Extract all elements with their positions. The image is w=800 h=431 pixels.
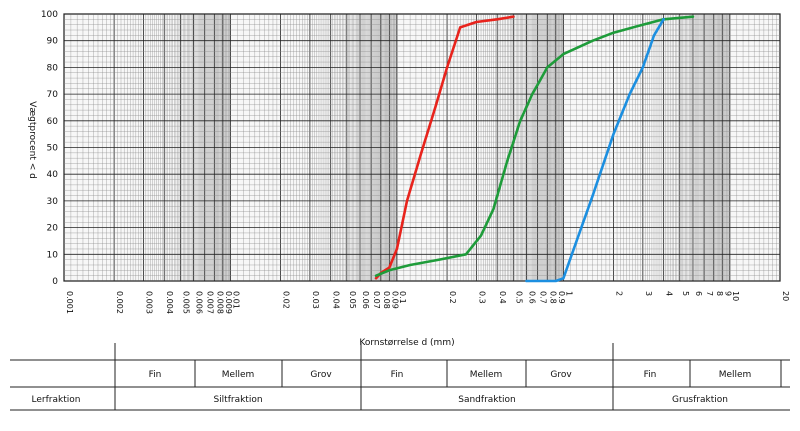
x-tick-label: 4	[665, 291, 674, 296]
y-tick-label: 0	[52, 277, 58, 287]
x-tick-label: 0.5	[514, 291, 523, 304]
series-line-3	[525, 17, 665, 283]
y-axis-ticks: 0 10 20 30 40 50 60 70 80 90 100	[41, 10, 58, 287]
x-axis-label: Kornstørrelse d (mm)	[359, 338, 454, 348]
y-tick-label: 40	[47, 170, 59, 180]
x-tick-label: 0.009	[224, 291, 233, 314]
x-tick-label: 8	[715, 291, 724, 296]
x-tick-label: 0.06	[361, 291, 370, 309]
siltfraktion-label: Siltfraktion	[213, 395, 262, 405]
x-tick-label: 1	[564, 291, 573, 296]
x-tick-label: 0.003	[144, 291, 153, 314]
x-tick-label: 0.7	[539, 291, 548, 304]
x-tick-label: 0.3	[477, 291, 486, 304]
fraction-table: Fin Mellem Grov Fin Mellem Grov Fin Mell…	[10, 343, 790, 411]
x-tick-label: 6	[694, 291, 703, 296]
x-tick-label: 0.001	[65, 291, 74, 314]
lerfraktion-label: Lerfraktion	[32, 395, 81, 405]
x-tick-label: 0.05	[348, 291, 357, 309]
y-tick-label: 50	[47, 144, 59, 154]
y-tick-label: 60	[47, 117, 59, 127]
x-tick-label: 0.4	[498, 291, 507, 304]
x-tick-label: 0.09	[390, 291, 399, 309]
x-tick-label: 0.008	[215, 291, 224, 314]
grus-fin-label: Fin	[644, 370, 657, 380]
x-tick-label: 2	[615, 291, 624, 296]
x-tick-label: 0.6	[527, 291, 536, 304]
y-tick-label: 70	[47, 90, 59, 100]
x-tick-label: 0.8	[548, 291, 557, 304]
x-tick-label: 0.007	[206, 291, 215, 314]
x-tick-label: 3	[644, 291, 653, 296]
x-tick-label: 0.02	[282, 291, 291, 309]
grid	[63, 13, 781, 282]
x-tick-label: 7	[705, 291, 714, 296]
x-tick-label: 5	[681, 291, 690, 296]
x-tick-label: 10	[731, 291, 740, 301]
x-tick-label: 0.01	[231, 291, 240, 309]
x-axis-ticks: 0.001 0.002 0.003 0.004 0.005 0.006 0.007 0.008…	[65, 291, 790, 314]
y-axis-label: Vægtprocent < d	[27, 101, 37, 179]
x-tick-label: 0.08	[382, 291, 391, 309]
x-tick-label: 0.2	[448, 291, 457, 304]
sand-mellem-label: Mellem	[470, 370, 503, 380]
x-tick-label: 0.005	[181, 291, 190, 314]
x-tick-label: 0.03	[311, 291, 320, 309]
x-tick-label: 0.04	[332, 291, 341, 309]
y-tick-label: 90	[47, 37, 59, 47]
grusfraktion-label: Grusfraktion	[672, 395, 728, 405]
series-line-1	[374, 15, 515, 280]
y-tick-label: 100	[41, 10, 58, 20]
y-tick-label: 20	[47, 224, 59, 234]
silt-fin-label: Fin	[149, 370, 162, 380]
x-tick-label: 0.07	[372, 291, 381, 309]
sand-fin-label: Fin	[391, 370, 404, 380]
series-lines	[374, 15, 695, 283]
grus-mellem-label: Mellem	[719, 370, 752, 380]
x-tick-label: 0.004	[165, 291, 174, 314]
sand-grov-label: Grov	[550, 370, 572, 380]
silt-grov-label: Grov	[310, 370, 332, 380]
x-tick-label: 9	[723, 291, 732, 296]
x-tick-label: 0.9	[557, 291, 566, 304]
series-line-2	[374, 15, 695, 278]
x-tick-label: 0.006	[195, 291, 204, 314]
x-tick-label: 0.1	[398, 291, 407, 304]
y-tick-label: 30	[47, 197, 59, 207]
x-tick-label: 0.002	[115, 291, 124, 314]
y-tick-label: 10	[47, 250, 59, 260]
x-tick-label: 20	[781, 291, 790, 301]
silt-mellem-label: Mellem	[222, 370, 255, 380]
y-tick-label: 80	[47, 63, 59, 73]
sandfraktion-label: Sandfraktion	[458, 395, 515, 405]
